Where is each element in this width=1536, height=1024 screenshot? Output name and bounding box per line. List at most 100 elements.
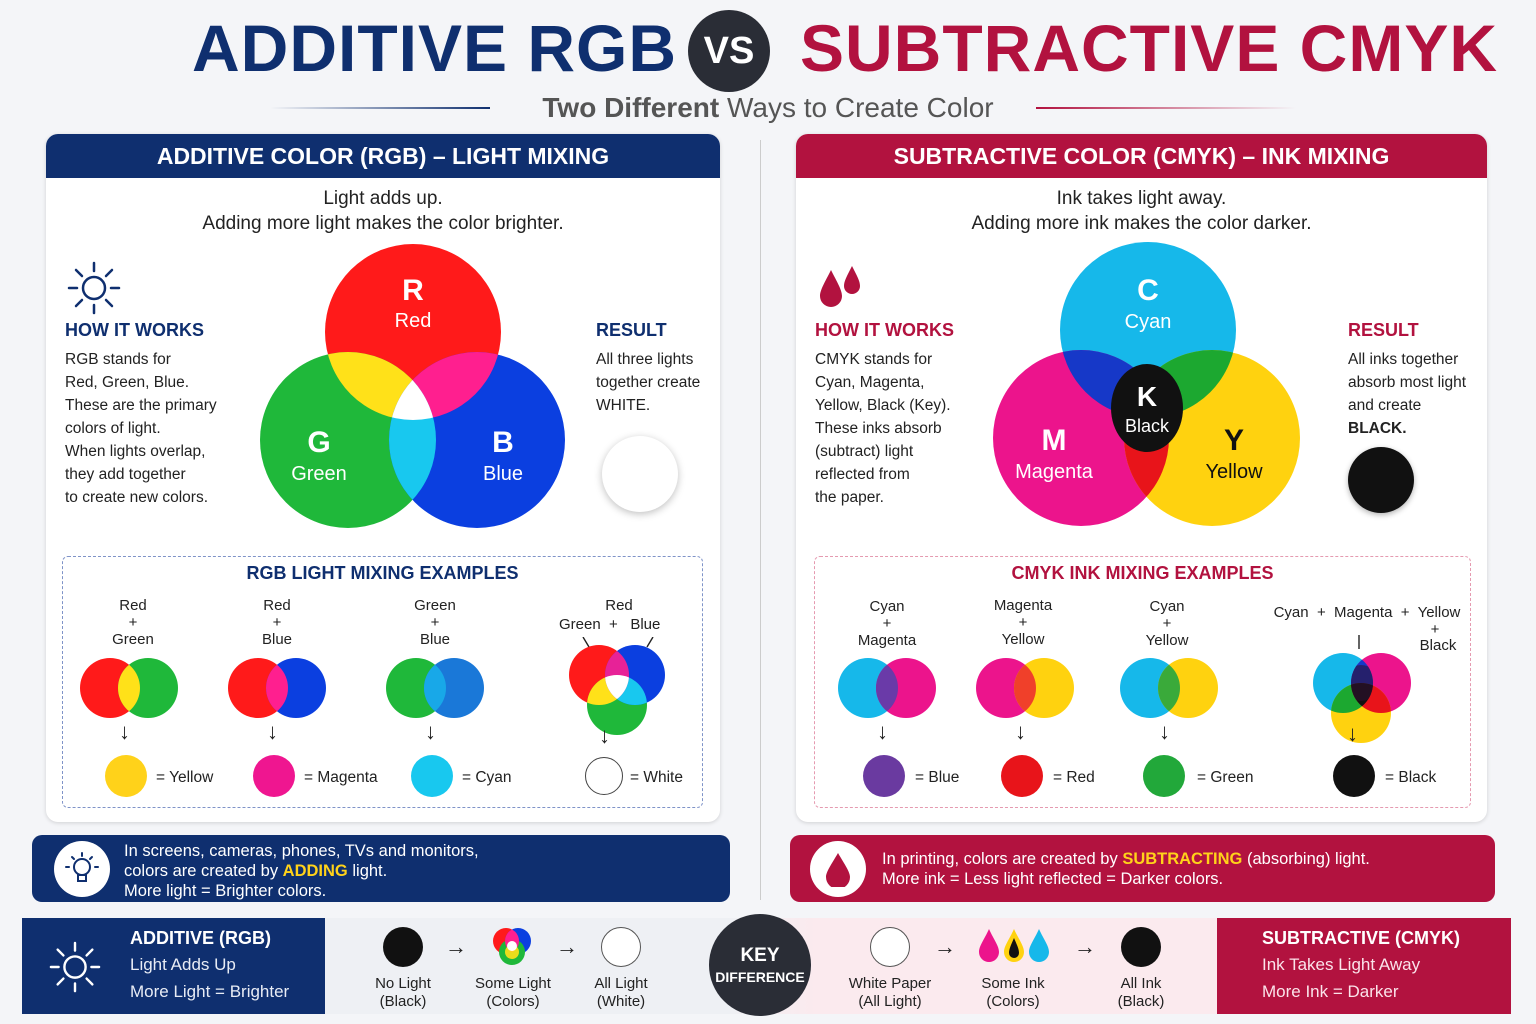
all-light-label: All Light (White) — [594, 975, 648, 1010]
cmyk-ex4-circles — [1313, 635, 1411, 743]
cmyk-ex2-result-dot — [1001, 755, 1043, 797]
cmyk-info-text: In printing, colors are created by SUBTR… — [882, 850, 1370, 888]
cmyk-ex3-labels: Cyan + Yellow — [1145, 598, 1189, 649]
sun-icon — [67, 261, 121, 315]
cmyk-ex4-bottom: Black — [1419, 637, 1457, 654]
center-divider — [760, 140, 761, 900]
venn-y-letter: Y — [1224, 424, 1244, 457]
cmyk-ex4-result-dot — [1333, 755, 1375, 797]
venn-c-name: Cyan — [1125, 311, 1172, 333]
cmyk-panel: SUBTRACTIVE COLOR (CMYK) – INK MIXING In… — [796, 134, 1487, 822]
cmyk-ex1-result-dot — [863, 755, 905, 797]
rgb-how-text: RGB stands for Red, Green, Blue. These are… — [65, 351, 217, 506]
ink-drop-icon — [810, 841, 866, 897]
rgb-ex4-mid: Green + Blue — [559, 616, 661, 633]
rgb-ex1-arrow: ↓ — [119, 719, 130, 744]
subtitle-line-left — [270, 107, 490, 109]
rgb-panel: ADDITIVE COLOR (RGB) – LIGHT MIXING Ligh… — [46, 134, 720, 822]
key-difference-badge: KEY DIFFERENCE — [709, 914, 811, 1016]
rgb-ex2-circles — [228, 658, 326, 718]
some-light-label: Some Light (Colors) — [475, 975, 551, 1010]
rgb-info-text: In screens, cameras, phones, TVs and mon… — [124, 842, 479, 900]
venn-m-name: Magenta — [1015, 461, 1094, 483]
rgb-ex4-circles — [569, 637, 665, 735]
bottom-rgb-line2: More Light = Brighter — [130, 982, 290, 1001]
cmyk-ex2-labels: Magenta + Yellow — [993, 597, 1053, 648]
lightbulb-icon — [54, 841, 110, 897]
rgb-ex3-result: = Cyan — [462, 769, 512, 786]
rgb-ex1-labels: Red + Green — [112, 597, 154, 648]
bottom-cmyk-summary: SUBTRACTIVE (CMYK) Ink Takes Light Away … — [1217, 918, 1511, 1014]
cmyk-result-text: All inks together absorb most light and cr… — [1348, 351, 1467, 437]
rgb-lead: Light adds up. Adding more light makes t… — [202, 188, 564, 234]
venn-g-letter: G — [307, 426, 330, 459]
cmyk-ex2-arrow: ↓ — [1015, 719, 1026, 744]
cmyk-ex3-circles — [1120, 658, 1218, 718]
vs-badge: VS — [688, 10, 770, 92]
cmyk-ex4-arrow: ↓ — [1347, 721, 1358, 746]
rgb-ex3-result-dot — [411, 755, 453, 797]
rgb-ex1-circles — [80, 658, 178, 718]
ink-drops-icon — [820, 266, 860, 307]
rgb-panel-title: ADDITIVE COLOR (RGB) – LIGHT MIXING — [46, 134, 720, 178]
rgb-examples-box: RGB LIGHT MIXING EXAMPLES Red + Green ↓ = … — [62, 556, 703, 808]
cmyk-examples-box: CMYK INK MIXING EXAMPLES Cyan + Magenta ↓ … — [814, 556, 1471, 808]
rgb-result-title: RESULT — [596, 320, 667, 340]
all-ink-dot — [1121, 927, 1161, 967]
some-light-icon — [493, 928, 531, 965]
cmyk-info-bar: In printing, colors are created by SUBTR… — [790, 835, 1495, 902]
subtitle: Two Different Ways to Create Color — [542, 92, 994, 123]
cmyk-ex2-circles — [976, 658, 1074, 718]
white-paper-label: White Paper (All Light) — [848, 975, 932, 1010]
all-ink-label: All Ink (Black) — [1117, 975, 1165, 1010]
rgb-ex1-result-dot — [105, 755, 147, 797]
bottom-cmyk-line1: Ink Takes Light Away — [1262, 955, 1421, 974]
cmyk-title: SUBTRACTIVE CMYK — [800, 11, 1499, 85]
rgb-how-title: HOW IT WORKS — [65, 320, 204, 340]
rgb-result-text: All three lights together create WHITE. — [596, 351, 701, 414]
rgb-ex3-labels: Green + Blue — [414, 597, 456, 648]
rgb-examples-title: RGB LIGHT MIXING EXAMPLES — [246, 563, 519, 583]
venn-r-name: Red — [395, 310, 432, 332]
bottom-arrow-4: → — [1074, 934, 1096, 959]
cmyk-lead: Ink takes light away. Adding more ink ma… — [971, 188, 1312, 234]
bottom-cmyk-title: SUBTRACTIVE (CMYK) — [1262, 928, 1460, 948]
rgb-ex3-circles — [386, 658, 484, 718]
cmyk-ex4-top: Cyan + Magenta + Yellow — [1273, 604, 1461, 621]
bottom-arrow-2: → — [556, 934, 578, 959]
rgb-ex4-arrow: ↓ — [599, 723, 610, 748]
bottom-rgb-title: ADDITIVE (RGB) — [130, 928, 271, 948]
cmyk-ex3-result-dot — [1143, 755, 1185, 797]
cmyk-result-title: RESULT — [1348, 320, 1419, 340]
cmyk-ex3-arrow: ↓ — [1159, 719, 1170, 744]
venn-r-letter: R — [402, 274, 424, 307]
venn-c-letter: C — [1137, 274, 1159, 307]
cmyk-ex3-result: = Green — [1197, 769, 1254, 786]
cmyk-ex2-result: = Red — [1053, 769, 1095, 786]
black-result-dot — [1348, 447, 1414, 513]
bottom-cmyk-line2: More Ink = Darker — [1262, 982, 1399, 1001]
rgb-ex3-arrow: ↓ — [425, 719, 436, 744]
rgb-ex2-labels: Red + Blue — [261, 597, 293, 648]
venn-k-letter: K — [1137, 381, 1157, 412]
cmyk-examples-title: CMYK INK MIXING EXAMPLES — [1011, 563, 1274, 583]
cmyk-venn-diagram: C Cyan M Magenta Y Yellow K Black — [993, 242, 1300, 526]
no-light-label: No Light (Black) — [375, 975, 431, 1010]
white-result-dot — [602, 436, 678, 512]
no-light-dot — [383, 927, 423, 967]
rgb-ex4-top: Red — [605, 597, 633, 614]
rgb-ex4-result-dot — [585, 757, 623, 795]
rgb-info-bar: In screens, cameras, phones, TVs and mon… — [32, 835, 730, 902]
rgb-title: ADDITIVE RGB — [192, 11, 678, 85]
bottom-arrow-3: → — [934, 934, 956, 959]
all-light-dot — [601, 927, 641, 967]
cmyk-panel-title: SUBTRACTIVE COLOR (CMYK) – INK MIXING — [796, 134, 1487, 178]
cmyk-how-title: HOW IT WORKS — [815, 320, 954, 340]
venn-b-name: Blue — [483, 463, 523, 485]
bottom-arrow-1: → — [445, 934, 467, 959]
cmyk-ex4-result: = Black — [1385, 769, 1437, 786]
subtitle-line-right — [1036, 107, 1296, 109]
bottom-rgb-summary: ADDITIVE (RGB) Light Adds Up More Light … — [22, 918, 325, 1014]
white-paper-dot — [870, 927, 910, 967]
sun-icon — [49, 941, 101, 993]
